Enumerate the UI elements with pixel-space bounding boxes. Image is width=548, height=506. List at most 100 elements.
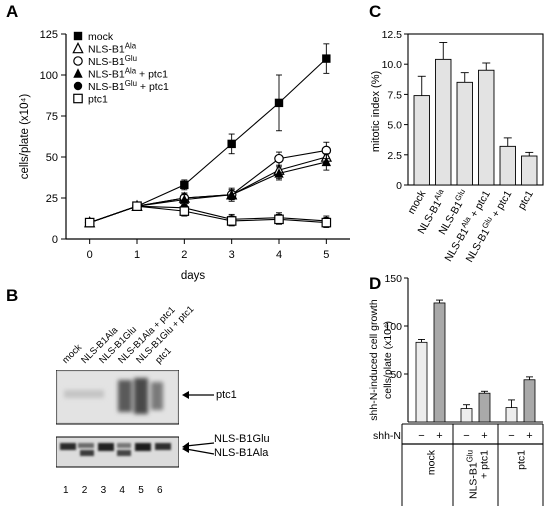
bar [460, 408, 473, 423]
panel-letter-a: A [6, 2, 19, 21]
y-tick-label: 100 [40, 70, 58, 82]
bar [478, 392, 491, 423]
y-tick-label: 150 [384, 273, 402, 285]
bar [435, 58, 452, 186]
data-point [226, 189, 237, 199]
shh-n-sign: − [463, 430, 469, 442]
shh-n-sign: − [418, 430, 424, 442]
shh-n-sign: + [481, 430, 487, 442]
nls-b1ala-band-label: NLS-B1Ala [214, 447, 269, 459]
legend-marker [73, 81, 83, 91]
y-tick-label: 25 [46, 193, 58, 205]
bar [505, 407, 518, 423]
legend-marker [73, 68, 83, 78]
bar [523, 379, 536, 423]
shh-n-row-label: shh-N [373, 430, 401, 442]
data-point [227, 139, 236, 149]
blot-lane-label: mock [60, 342, 85, 366]
y-tick-label: 10.0 [382, 59, 403, 71]
x-tick-label: 3 [229, 249, 235, 261]
blot-lane-number: 5 [138, 485, 144, 496]
series-line [89, 149, 327, 224]
legend-marker [72, 41, 84, 54]
data-point [179, 206, 190, 216]
panel-letter-c: C [369, 2, 382, 21]
legend-label: NLS-B1Ala [88, 42, 137, 56]
bar [456, 81, 473, 186]
y-tick-label: 50 [390, 369, 402, 381]
y-tick-label: 0 [52, 234, 58, 246]
x-tick-label: 4 [276, 249, 282, 261]
data-point [274, 98, 284, 108]
category-label: NLS-B1Glu [466, 450, 480, 499]
y-axis-label: cells/plate (x10⁴) [19, 94, 31, 180]
blot-image [56, 370, 179, 468]
bar [478, 69, 495, 186]
legend-label: NLS-B1Glu + ptc1 [88, 79, 169, 93]
series-line [89, 156, 327, 224]
category-label: mock [426, 449, 438, 475]
shh-n-sign: − [508, 430, 514, 442]
y-axis-label: mitotic index (%) [370, 71, 382, 152]
bar [433, 302, 446, 423]
y-tick-label: 75 [46, 111, 58, 123]
data-point [84, 217, 95, 228]
legend-label: NLS-B1Glu [88, 54, 137, 68]
data-point [321, 217, 332, 228]
blot-lane-number: 1 [63, 485, 69, 496]
blot-lane-number: 2 [81, 485, 88, 496]
data-point [226, 216, 237, 226]
nls-b1-bands [60, 443, 171, 456]
data-point [132, 201, 142, 211]
x-tick-label: 0 [87, 249, 93, 261]
bar [521, 155, 538, 186]
y-tick-label: 2.5 [387, 150, 402, 162]
y-tick-label: 5.0 [387, 120, 402, 132]
ptc1-bands [64, 378, 163, 414]
data-point [274, 214, 284, 225]
legend-marker [73, 56, 83, 66]
data-point [321, 156, 332, 167]
data-point [274, 153, 284, 164]
y-tick-label: 125 [40, 29, 58, 41]
y-tick-label: 50 [46, 152, 58, 164]
series-line [89, 205, 327, 224]
series-4 [85, 200, 331, 227]
western-blot-panel: mock NLS-B1Ala NLS-B1Glu NLS-B1Ala + ptc1 NL… [0, 285, 365, 506]
growth-curve-chart: 0 25 50 75 100 125 0 1 2 3 4 5 days cells/plate (x10⁴… [19, 29, 350, 282]
series-1 [83, 148, 333, 228]
y-tick-label: 7.5 [387, 89, 402, 101]
shh-induced-growth-chart: 50 100 150 shh-N-induced cell growth cells/p… [368, 273, 544, 506]
category-label: ptc1 [516, 188, 536, 211]
nls-b1glu-band-label: NLS-B1Glu [214, 433, 270, 445]
blot-arrows [182, 391, 215, 455]
bar [415, 341, 428, 423]
blot-lane-number: 6 [157, 485, 163, 496]
y-axis-label-line1: shh-N-induced cell growth [368, 299, 380, 421]
plot-frame [407, 33, 544, 186]
data-point [322, 54, 331, 63]
legend-label: ptc1 [88, 94, 108, 106]
bar [499, 145, 516, 186]
legend-marker [73, 31, 83, 41]
x-tick-label: 2 [181, 249, 187, 261]
x-axis-label: days [181, 270, 206, 282]
bar [413, 95, 430, 186]
data-point [180, 180, 189, 190]
x-tick-label: 1 [134, 249, 140, 261]
shh-n-sign: + [526, 430, 532, 442]
legend-label: mock [88, 31, 114, 43]
y-tick-label: 100 [384, 321, 402, 333]
legend-marker [73, 93, 83, 104]
blot-lane-number: 4 [119, 485, 125, 496]
y-tick-label: 12.5 [382, 29, 403, 41]
data-point [274, 168, 284, 178]
panel-letter-b: B [6, 286, 19, 305]
panel-letter-d: D [369, 274, 382, 293]
category-label-suffix: + ptc1 [479, 450, 491, 479]
series-5 [84, 201, 332, 228]
category-label: ptc1 [516, 450, 528, 470]
ptc1-band-label: ptc1 [216, 389, 237, 401]
shh-n-sign: + [436, 430, 442, 442]
